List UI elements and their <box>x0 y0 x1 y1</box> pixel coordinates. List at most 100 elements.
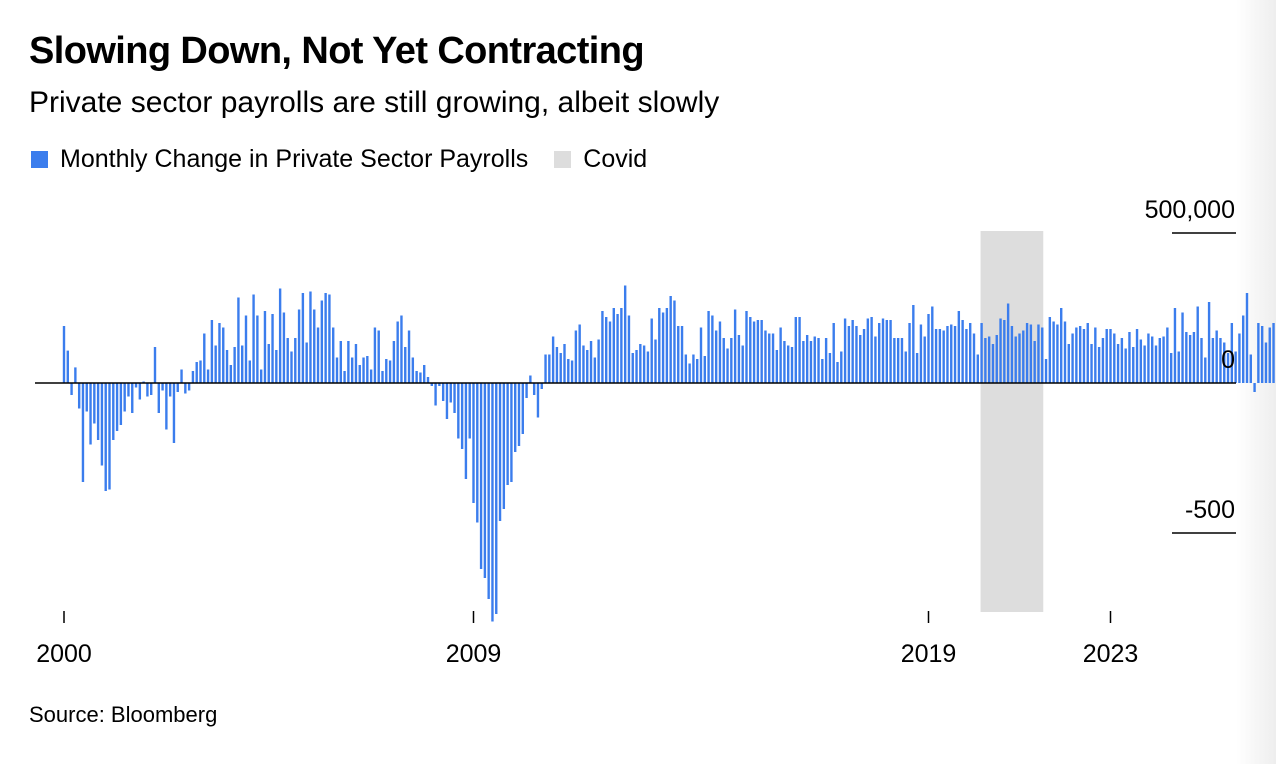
payroll-bar <box>218 323 221 383</box>
payroll-bar <box>316 327 320 383</box>
payroll-bar <box>1052 321 1055 383</box>
payroll-bar <box>256 315 259 383</box>
payrolls-bar-chart: 500,000 0 -500 2000 2009 2019 2023 <box>35 196 1275 668</box>
x-tick-label: 2009 <box>446 640 502 668</box>
payroll-bar <box>908 323 911 383</box>
payroll-bar <box>874 336 877 383</box>
payroll-bar <box>411 357 415 383</box>
payroll-bar <box>328 294 331 383</box>
payroll-bar <box>692 354 695 383</box>
payroll-bar <box>191 371 195 383</box>
payroll-bar <box>714 330 718 383</box>
payroll-bar <box>623 285 627 383</box>
payroll-bar <box>999 318 1002 383</box>
payroll-bar <box>995 335 998 383</box>
payroll-bar <box>294 338 297 383</box>
payroll-bar <box>870 317 873 383</box>
payroll-bar <box>574 330 578 383</box>
payroll-bar <box>532 383 536 395</box>
payroll-bar <box>62 326 66 383</box>
payroll-bar <box>567 359 570 383</box>
payroll-bar <box>400 315 403 383</box>
payroll-bar <box>1245 293 1249 383</box>
payroll-bar <box>771 333 775 383</box>
legend-swatch-covid <box>554 150 572 168</box>
payroll-bar <box>608 321 612 383</box>
payroll-bar <box>1135 329 1139 383</box>
payroll-bar <box>366 356 369 383</box>
payroll-bar <box>252 294 255 383</box>
payroll-bar <box>225 350 229 383</box>
legend-label-covid: Covid <box>583 144 648 173</box>
x-tick-label: 2023 <box>1083 640 1139 668</box>
payroll-bar <box>1056 324 1059 383</box>
payroll-bar <box>730 338 733 383</box>
payroll-bar <box>1041 327 1044 383</box>
payroll-bar <box>449 383 452 403</box>
payroll-bar <box>840 351 843 383</box>
payroll-bar <box>309 291 312 383</box>
payroll-bar <box>377 330 380 383</box>
chart-subtitle: Private sector payrolls are still growin… <box>29 86 720 119</box>
payroll-bar <box>457 383 460 439</box>
payroll-bar <box>680 326 684 383</box>
payroll-bar <box>214 345 217 383</box>
payroll-bar <box>707 311 710 383</box>
payroll-bar <box>479 383 483 569</box>
payroll-bar <box>794 317 797 383</box>
payroll-bar <box>172 383 176 443</box>
payroll-bar <box>915 353 919 383</box>
payroll-bar <box>563 344 566 383</box>
payroll-bar <box>847 326 851 383</box>
payroll-bar <box>783 341 786 383</box>
legend-item-covid: Covid <box>554 145 647 174</box>
payroll-bar <box>441 383 445 401</box>
payroll-bar <box>195 362 198 383</box>
payroll-bar <box>1181 312 1184 383</box>
payroll-bar <box>798 317 801 383</box>
payroll-bar <box>487 383 490 599</box>
payroll-bar <box>620 308 623 383</box>
payroll-bar <box>343 371 346 383</box>
payroll-bar <box>1234 351 1237 383</box>
payroll-bar <box>1264 342 1268 383</box>
payroll-bar <box>350 357 354 383</box>
payroll-bar <box>244 315 248 383</box>
payroll-bar <box>89 383 92 445</box>
payroll-bar <box>639 344 642 383</box>
payroll-bar <box>362 357 365 383</box>
payroll-bar <box>517 383 521 446</box>
payroll-bar <box>703 356 706 383</box>
payroll-bar <box>904 351 907 383</box>
payroll-bar <box>1132 347 1135 383</box>
payroll-bar <box>1158 338 1161 383</box>
payroll-bar <box>335 357 339 383</box>
payroll-bar <box>180 369 183 383</box>
payroll-bar <box>1188 335 1192 383</box>
payroll-bar <box>927 314 930 383</box>
payroll-bar <box>586 350 589 383</box>
payroll-bar <box>426 377 430 383</box>
payroll-bar <box>275 350 278 383</box>
payroll-bar <box>1010 326 1014 383</box>
payroll-bar <box>889 320 892 383</box>
payroll-bar <box>1086 323 1089 383</box>
payroll-bar <box>824 338 828 383</box>
payroll-bar <box>961 320 964 383</box>
payroll-bar <box>1173 308 1177 383</box>
payroll-bar <box>1151 336 1154 383</box>
payroll-bar <box>157 383 160 413</box>
payroll-bar <box>138 383 142 400</box>
payroll-bar <box>115 383 119 431</box>
payroll-bar <box>131 383 134 413</box>
payroll-bar <box>582 345 585 383</box>
payroll-bar <box>673 300 676 383</box>
payroll-bar <box>241 345 244 383</box>
payroll-bar <box>1219 338 1222 383</box>
payroll-bar <box>1147 333 1150 383</box>
y-tick-label: -500 <box>1185 496 1235 524</box>
y-tick-label: 500,000 <box>1145 196 1235 224</box>
payroll-bar <box>460 383 464 449</box>
payroll-bar <box>764 330 767 383</box>
payroll-bar <box>836 362 839 383</box>
